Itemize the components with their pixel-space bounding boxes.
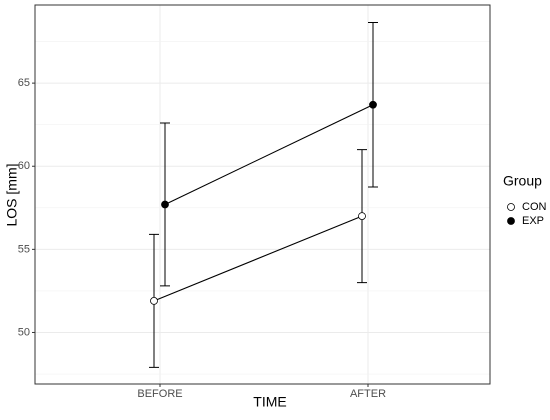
legend-label: CON (522, 201, 547, 213)
line (164, 104, 374, 205)
legend-title: Group (503, 173, 542, 189)
legend-marker (507, 217, 515, 225)
point (150, 296, 158, 305)
y-tick-label: 60 (18, 160, 30, 172)
x-tick-label: BEFORE (137, 388, 182, 400)
y-axis-title: LOS [mm] (4, 163, 20, 226)
plot-border (34, 4, 491, 385)
legend-label: EXP (522, 215, 544, 227)
point (369, 100, 377, 109)
y-tick-label: 65 (18, 77, 30, 89)
x-tick-label: AFTER (350, 388, 386, 400)
x-axis-title: TIME (253, 394, 286, 410)
point (161, 200, 169, 209)
legend-marker (507, 203, 515, 211)
line (153, 215, 363, 302)
y-tick-label: 50 (18, 326, 30, 338)
point (358, 212, 366, 221)
y-tick-label: 55 (18, 243, 30, 255)
